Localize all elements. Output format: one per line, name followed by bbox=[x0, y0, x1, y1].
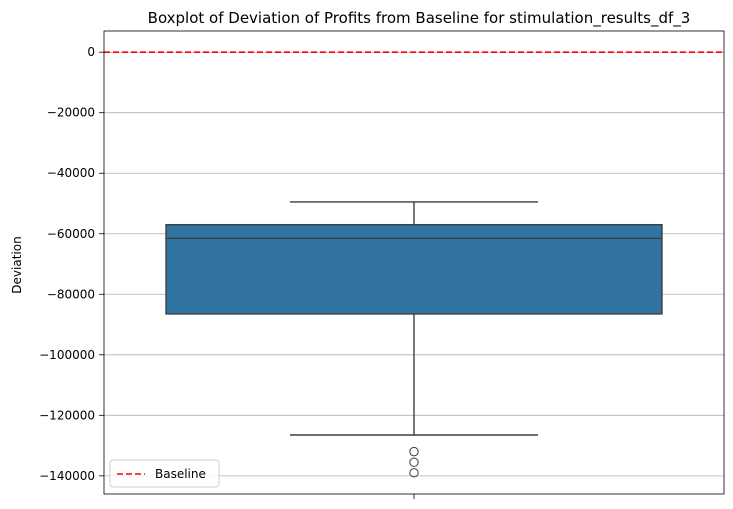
y-tick-label: −60000 bbox=[47, 227, 95, 241]
iqr-box bbox=[165, 223, 663, 315]
y-tick-label: −100000 bbox=[39, 348, 95, 362]
y-tick-label: −120000 bbox=[39, 408, 95, 422]
chart-title: Boxplot of Deviation of Profits from Bas… bbox=[148, 9, 691, 28]
y-axis-label: Deviation bbox=[10, 236, 24, 293]
outlier-point bbox=[409, 446, 419, 457]
outlier-point bbox=[409, 468, 419, 478]
y-tick-label: −140000 bbox=[39, 469, 95, 483]
y-tick-label: 0 bbox=[87, 45, 95, 59]
legend-entry-baseline: Baseline bbox=[155, 467, 206, 481]
legend-frame bbox=[109, 459, 220, 488]
y-tick-label: −40000 bbox=[47, 166, 95, 180]
boxplot-group bbox=[165, 201, 663, 478]
y-tick-label: −80000 bbox=[47, 287, 95, 301]
legend: Baseline bbox=[109, 459, 220, 488]
y-axis-ticks: 0 −20000 −40000 −60000 −80000 −100000 −120000 −… bbox=[39, 45, 104, 483]
outlier-point bbox=[409, 457, 419, 467]
y-tick-label: −20000 bbox=[47, 106, 95, 120]
